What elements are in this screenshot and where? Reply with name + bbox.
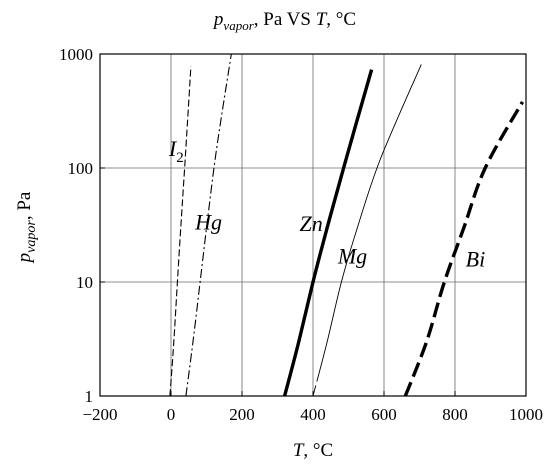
- series-curves: [169, 53, 524, 397]
- series-label-main: Bi: [466, 247, 486, 272]
- series-label-main: I: [168, 136, 178, 161]
- series-label-zn: Zn: [300, 211, 323, 236]
- title-x-unit: , °C: [326, 9, 356, 30]
- series-label-mg: Mg: [337, 244, 367, 269]
- series-label-bi: Bi: [466, 247, 486, 272]
- title-y-subscript: vapor: [223, 18, 254, 33]
- x-tick-label: 600: [371, 405, 397, 424]
- x-axis-label-symbol: T: [293, 440, 305, 461]
- x-tick-label: 200: [229, 405, 255, 424]
- y-axis-label-unit: , Pa: [14, 191, 35, 220]
- grid-lines: [100, 54, 526, 396]
- y-tick-label: 1000: [59, 45, 93, 64]
- title-x-symbol: T: [316, 9, 328, 30]
- series-line-bi: [403, 101, 524, 397]
- series-label-main: Zn: [300, 211, 323, 236]
- y-tick-label: 10: [76, 273, 93, 292]
- chart-title: pvapor, Pa VS T, °C: [212, 9, 356, 33]
- x-tick-label: 400: [300, 405, 326, 424]
- y-tick-label: 1: [85, 387, 94, 406]
- title-y-unit: , Pa VS: [254, 9, 316, 30]
- series-line-i: [169, 66, 192, 397]
- series-line-zn: [282, 69, 374, 397]
- series-line-hg: [185, 53, 232, 397]
- series-label-hg: Hg: [194, 209, 222, 234]
- y-axis-label-subscript: vapor: [24, 220, 39, 253]
- y-axis-label-symbol: p: [14, 253, 35, 265]
- series-label-main: Hg: [194, 209, 222, 234]
- title-y-symbol: p: [212, 9, 224, 30]
- series-label-i2: I2: [168, 136, 184, 166]
- y-tick-label: 100: [68, 159, 94, 178]
- x-axis-label-unit: , °C: [303, 440, 333, 461]
- series-labels: I2 Hg Zn Mg Bi: [168, 136, 485, 272]
- x-tick-label: 800: [442, 405, 468, 424]
- x-tick-label: −200: [82, 405, 117, 424]
- x-axis-label: T, °C: [293, 440, 333, 461]
- y-axis-label: pvapor, Pa: [14, 191, 39, 264]
- tick-labels: −200 0 200 400 600 800 1000 1 10 100 1000: [59, 45, 543, 424]
- series-label-subscript: 2: [176, 150, 184, 166]
- series-line-mg-gap: [311, 63, 423, 397]
- series-label-main: Mg: [337, 244, 367, 269]
- x-tick-label: 1000: [509, 405, 543, 424]
- x-tick-label: 0: [167, 405, 176, 424]
- series-line-mg: [312, 64, 422, 397]
